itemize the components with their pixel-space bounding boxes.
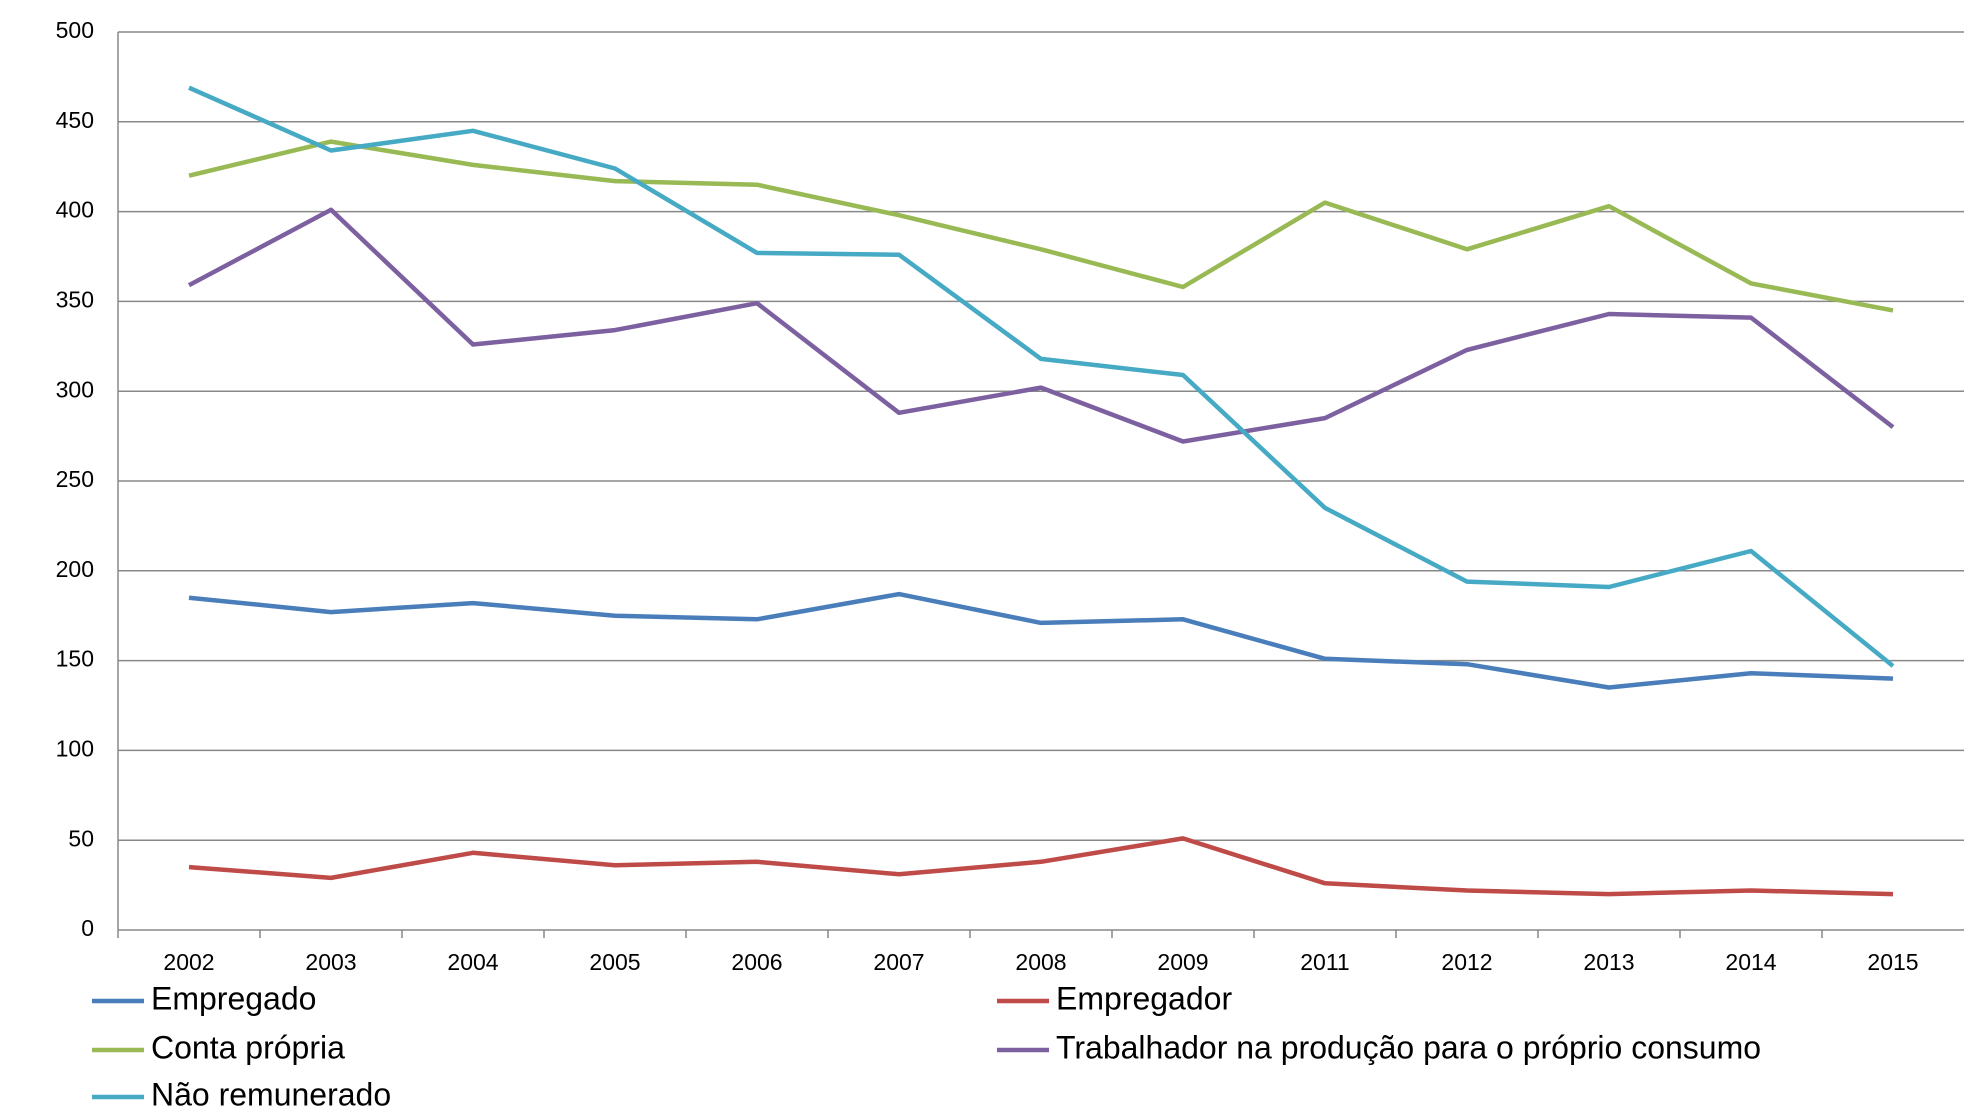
line [188,85,1895,668]
x-tick-label: 2015 [1867,949,1918,975]
x-tick-label: 2007 [873,949,924,975]
y-tick-label: 200 [56,556,94,582]
y-tick-label: 250 [56,466,94,492]
y-tick-label: 50 [68,825,94,851]
legend-label: Empregador [1056,980,1232,1016]
y-tick-label: 300 [56,376,94,402]
y-tick-label: 500 [56,17,94,43]
x-tick-label: 2004 [447,949,498,975]
x-tick-label: 2006 [731,949,782,975]
line [188,139,1894,313]
y-tick-label: 350 [56,286,94,312]
legend-label: Empregado [151,980,316,1016]
line [187,207,1895,444]
x-tick-label: 2009 [1157,949,1208,975]
x-tick-label: 2011 [1300,949,1349,975]
legend-label: Não remunerado [151,1076,391,1111]
y-tick-label: 0 [81,915,94,941]
x-tick-label: 2013 [1583,949,1634,975]
legend-label: Conta própria [151,1029,345,1065]
x-tick-label: 2003 [305,949,356,975]
line [188,591,1894,690]
x-tick-label: 2005 [589,949,640,975]
x-tick-label: 2014 [1725,949,1776,975]
y-tick-label: 100 [56,735,94,761]
y-tick-label: 450 [56,107,94,133]
x-tick-label: 2002 [163,949,214,975]
line [188,836,1894,897]
legend-label: Trabalhador na produção para o próprio c… [1056,1029,1761,1065]
y-tick-label: 400 [56,197,94,223]
y-tick-label: 150 [56,646,94,672]
x-tick-label: 2012 [1441,949,1492,975]
x-tick-label: 2008 [1015,949,1066,975]
